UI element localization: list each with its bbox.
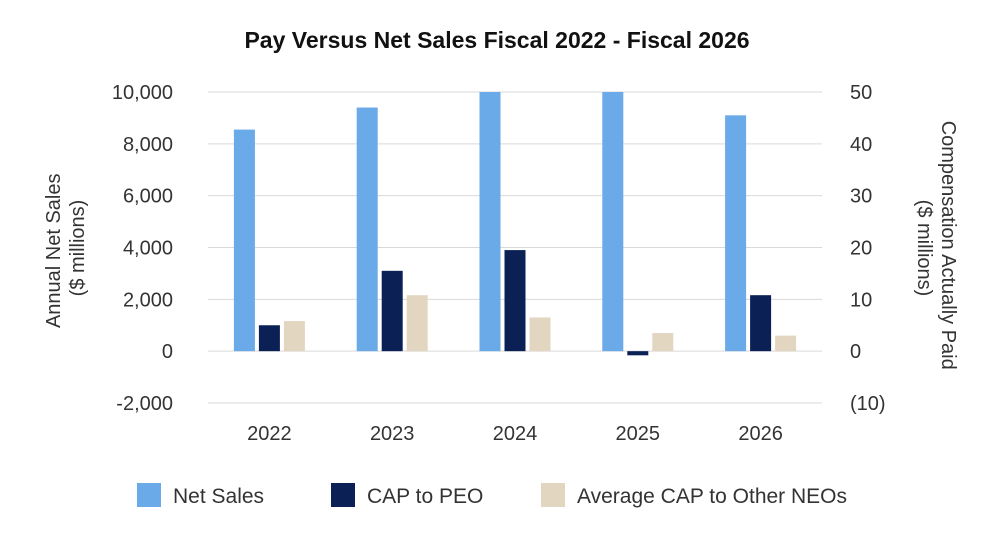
right-axis-ticks: (10) 0 10 20 30 40 50: [850, 82, 886, 415]
legend-label: CAP to PEO: [367, 485, 483, 508]
bar-net-sales-2024: [479, 92, 501, 352]
right-axis-label: Compensation Actually Paid ($ millions): [913, 121, 959, 376]
bar-average-cap-to-other-neos-2023: [406, 295, 428, 352]
bar-cap-to-peo-2024: [504, 250, 526, 352]
bar-net-sales-2026: [725, 115, 747, 352]
legend-label: Average CAP to Other NEOs: [577, 485, 847, 508]
bar-net-sales-2025: [602, 92, 624, 352]
bar-average-cap-to-other-neos-2024: [529, 317, 551, 352]
right-tick-label: 50: [850, 82, 872, 104]
bar-cap-to-peo-2025: [627, 351, 649, 356]
legend-swatch: [137, 483, 161, 507]
left-axis-label-line: Annual Net Sales: [43, 174, 65, 329]
right-axis-label-line: ($ millions): [913, 200, 935, 297]
bar-average-cap-to-other-neos-2025: [652, 333, 674, 352]
right-tick-label: (10): [850, 393, 886, 415]
right-tick-label: 10: [850, 289, 872, 311]
bar-average-cap-to-other-neos-2022: [283, 321, 305, 352]
right-axis-label-line: Compensation Actually Paid: [937, 121, 959, 370]
legend-label: Net Sales: [173, 485, 264, 508]
left-axis-label: Annual Net Sales ($ millions): [43, 168, 89, 328]
bar-cap-to-peo-2026: [750, 295, 772, 352]
bar-net-sales-2023: [356, 107, 378, 352]
right-tick-label: 20: [850, 238, 872, 260]
chart-title: Pay Versus Net Sales Fiscal 2022 - Fisca…: [244, 27, 749, 53]
legend: Net Sales CAP to PEO Average CAP to Other …: [137, 483, 847, 508]
x-axis-ticks: 2022 2023 2024 2025 2026: [247, 423, 783, 445]
x-tick-label: 2022: [247, 423, 292, 445]
bars: [233, 92, 797, 356]
legend-item: CAP to PEO: [331, 483, 483, 508]
bar-cap-to-peo-2022: [258, 325, 280, 352]
left-tick-label: 2,000: [123, 289, 173, 311]
x-tick-label: 2026: [738, 423, 783, 445]
left-tick-label: 6,000: [123, 186, 173, 208]
left-tick-label: 0: [162, 341, 173, 363]
right-tick-label: 0: [850, 341, 861, 363]
right-tick-label: 30: [850, 186, 872, 208]
bar-cap-to-peo-2023: [381, 270, 403, 352]
bar-average-cap-to-other-neos-2026: [775, 335, 797, 352]
left-tick-label: -2,000: [116, 393, 173, 415]
x-tick-label: 2024: [493, 423, 538, 445]
x-tick-label: 2023: [370, 423, 415, 445]
legend-swatch: [331, 483, 355, 507]
bar-net-sales-2022: [233, 129, 255, 352]
legend-item: Average CAP to Other NEOs: [541, 483, 847, 508]
x-tick-label: 2025: [616, 423, 661, 445]
legend-swatch: [541, 483, 565, 507]
left-tick-label: 10,000: [112, 82, 173, 104]
left-tick-label: 8,000: [123, 134, 173, 156]
right-tick-label: 40: [850, 134, 872, 156]
left-axis-ticks: -2,000 0 2,000 4,000 6,000 8,000 10,000: [112, 82, 173, 415]
left-tick-label: 4,000: [123, 238, 173, 260]
legend-item: Net Sales: [137, 483, 264, 508]
left-axis-label-line: ($ millions): [67, 200, 89, 297]
